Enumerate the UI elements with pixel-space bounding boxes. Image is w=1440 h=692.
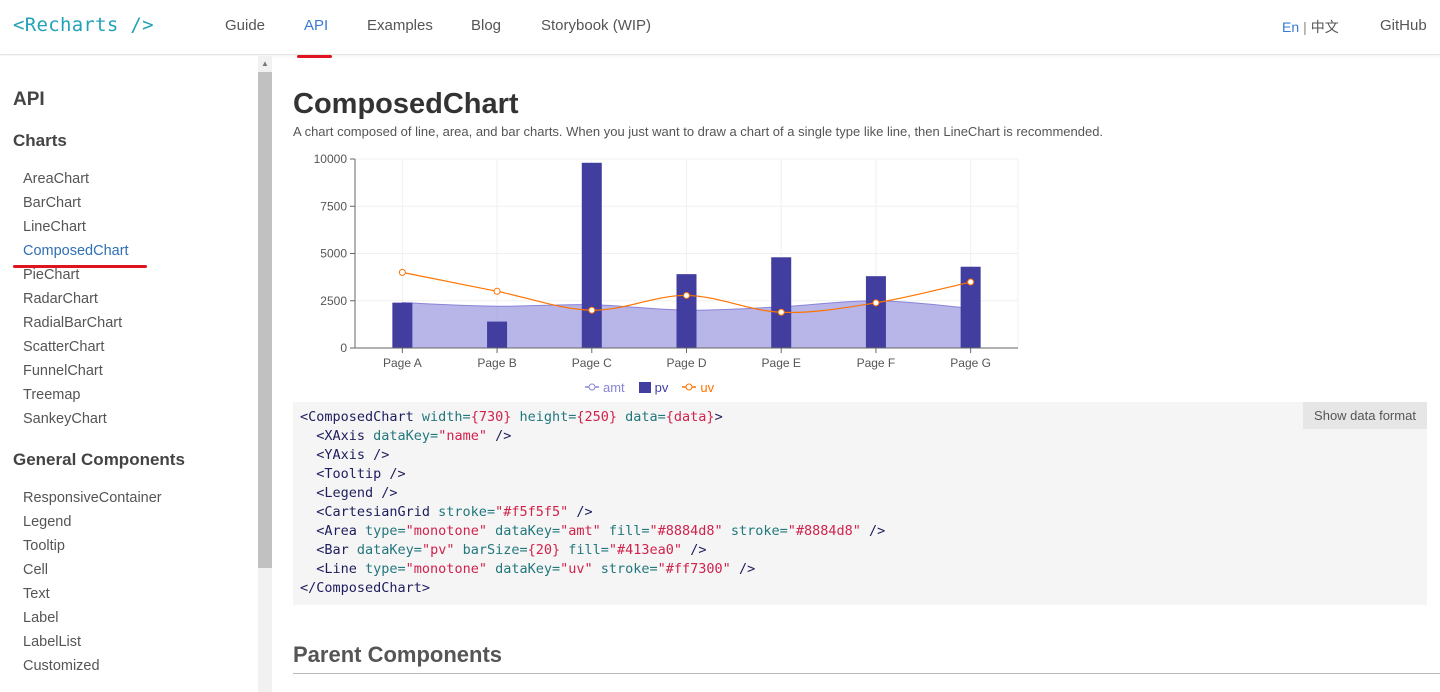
bar-pv [865, 276, 886, 348]
parent-components-heading: Parent Components [293, 642, 503, 667]
sidebar-item-legend[interactable]: Legend [23, 514, 72, 530]
sidebar-section-charts: Charts [13, 131, 67, 150]
page-title: ComposedChart [293, 88, 519, 120]
legend-item-uv: uv [682, 380, 714, 395]
sidebar-item-radialbarchart[interactable]: RadialBarChart [23, 315, 123, 331]
composed-chart: 0 2500 5000 7500 10000 Page A Page B Page C Page… [293, 145, 1033, 400]
x-tick-label: Page F [857, 356, 896, 370]
line-uv-point [398, 268, 406, 276]
top-nav-bar: <Recharts /> Guide API Examples Blog Sto… [0, 0, 1440, 55]
bar-pv [392, 302, 413, 348]
code-line: </ComposedChart> [300, 580, 431, 596]
x-tick-label: Page G [950, 356, 991, 370]
y-tick-label: 10000 [314, 152, 348, 166]
nav-api[interactable]: API [304, 17, 329, 34]
y-tick-label: 0 [340, 341, 347, 355]
code-line: <YAxis /> [300, 447, 390, 463]
legend-swatch-icon [585, 380, 599, 395]
lang-separator: | [1303, 19, 1307, 35]
line-uv-point [777, 308, 785, 316]
sidebar-item-cell[interactable]: Cell [23, 562, 48, 578]
sidebar-item-radarchart[interactable]: RadarChart [23, 291, 98, 307]
nav-examples[interactable]: Examples [367, 17, 433, 34]
sidebar-item-labellist[interactable]: LabelList [23, 634, 82, 650]
y-tick-label: 7500 [320, 199, 347, 213]
legend-label: uv [700, 380, 715, 395]
code-line: <ComposedChart width={730} height={250} … [300, 409, 723, 425]
x-tick-label: Page A [383, 356, 422, 370]
bar-pv [960, 266, 981, 348]
x-tick-label: Page D [666, 356, 706, 370]
chart-legend: amt pv uv [585, 380, 714, 395]
heading-divider [293, 673, 1440, 674]
sidebar-item-piechart[interactable]: PieChart [23, 267, 80, 283]
bar-pv [676, 274, 697, 348]
legend-item-pv: pv [638, 380, 669, 395]
nav-blog[interactable]: Blog [471, 17, 502, 34]
legend-item-amt: amt [585, 380, 625, 395]
code-line: <Area type="monotone" dataKey="amt" fill… [300, 523, 886, 539]
nav-guide[interactable]: Guide [225, 17, 266, 34]
page-description: A chart composed of line, area, and bar … [293, 124, 1104, 139]
sidebar-item-customized[interactable]: Customized [23, 658, 100, 674]
legend-swatch-icon [682, 380, 697, 395]
sidebar-item-composedchart[interactable]: ComposedChart [23, 243, 129, 259]
code-line: <Bar dataKey="pv" barSize={20} fill="#41… [300, 542, 707, 558]
code-line: <CartesianGrid stroke="#f5f5f5" /> [300, 504, 593, 520]
legend-label: pv [654, 380, 669, 395]
recharts-logo[interactable]: <Recharts /> [13, 14, 154, 36]
sidebar-item-responsivecontainer[interactable]: ResponsiveContainer [23, 490, 162, 506]
lang-en[interactable]: En [1282, 19, 1300, 35]
composed-chart-svg: 0 2500 5000 7500 10000 Page A Page B Page C Page… [314, 152, 1019, 370]
show-data-format-button[interactable]: Show data format [1303, 402, 1427, 429]
sidebar-item-text[interactable]: Text [23, 586, 50, 602]
sidebar-scrollbar-thumb[interactable] [258, 72, 272, 568]
line-uv-point [588, 306, 596, 314]
code-block: <ComposedChart width={730} height={250} … [293, 402, 1427, 605]
bar-pv [581, 162, 602, 348]
legend-label: amt [603, 380, 625, 395]
sidebar-item-treemap[interactable]: Treemap [23, 387, 81, 403]
code-line: <Line type="monotone" dataKey="uv" strok… [300, 561, 756, 577]
x-tick-label: Page B [477, 356, 516, 370]
line-uv-point [493, 287, 501, 295]
nav-storybook[interactable]: Storybook (WIP) [541, 17, 652, 34]
code-line: <Legend /> [300, 485, 398, 501]
active-sidebar-indicator [13, 265, 147, 268]
active-nav-indicator [297, 55, 332, 58]
scroll-up-arrow-icon[interactable]: ▲ [261, 59, 269, 68]
language-switcher: En | 中文 [1282, 17, 1339, 37]
x-tick-label: Page C [572, 356, 612, 370]
sidebar-item-barchart[interactable]: BarChart [23, 195, 82, 211]
legend-swatch-icon [638, 382, 651, 393]
lang-zh[interactable]: 中文 [1310, 19, 1339, 35]
line-uv-point [872, 299, 880, 307]
sidebar-item-scatterchart[interactable]: ScatterChart [23, 339, 105, 355]
sidebar-item-sankeychart[interactable]: SankeyChart [23, 411, 107, 427]
code-line: <Tooltip /> [300, 466, 406, 482]
sidebar-section-general: General Components [13, 450, 185, 469]
bar-pv [487, 321, 508, 348]
x-tick-label: Page E [762, 356, 801, 370]
line-uv-point [683, 291, 690, 299]
github-link[interactable]: GitHub [1380, 17, 1427, 34]
sidebar-item-funnelchart[interactable]: FunnelChart [23, 363, 103, 379]
sidebar: API Charts AreaChart BarChart LineChart … [0, 56, 258, 692]
sidebar-item-label[interactable]: Label [23, 610, 59, 626]
bar-pv [771, 257, 792, 348]
sidebar-item-areachart[interactable]: AreaChart [23, 171, 90, 187]
y-tick-label: 5000 [320, 247, 347, 261]
code-line: <XAxis dataKey="name" /> [300, 428, 512, 444]
sidebar-item-linechart[interactable]: LineChart [23, 219, 86, 235]
sidebar-heading: API [13, 89, 45, 110]
y-tick-label: 2500 [320, 294, 347, 308]
line-uv-point [967, 278, 975, 286]
sidebar-item-tooltip[interactable]: Tooltip [23, 538, 65, 554]
